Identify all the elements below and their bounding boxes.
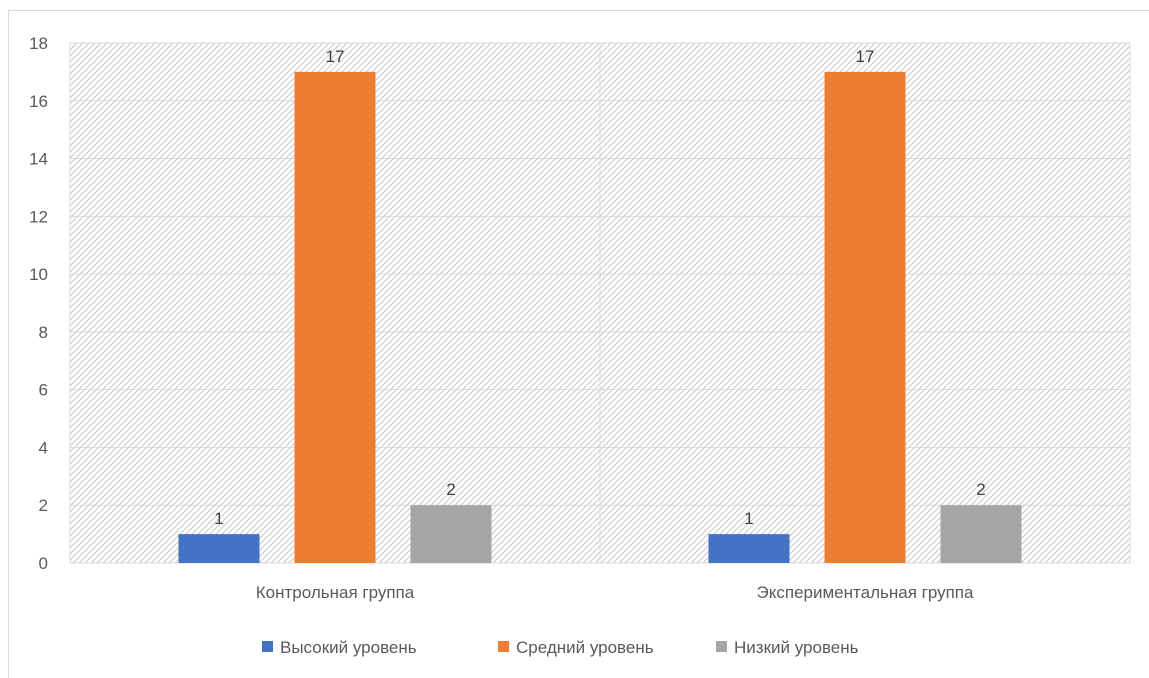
y-tick-label-8: 8 [39, 323, 48, 342]
legend-swatch-1 [498, 641, 509, 652]
y-tick-label-0: 0 [39, 554, 48, 573]
bar-0-0 [178, 534, 260, 563]
y-tick-label-6: 6 [39, 381, 48, 400]
data-label-0-1: 17 [326, 47, 345, 66]
y-tick-label-10: 10 [29, 265, 48, 284]
y-tick-label-14: 14 [29, 150, 48, 169]
data-label-0-0: 1 [214, 509, 223, 528]
legend-label-0: Высокий уровень [280, 638, 417, 657]
x-tick-label-1: Экспериментальная группа [757, 583, 974, 602]
x-axis: Контрольная группа Экспериментальная груп… [256, 583, 974, 602]
legend-swatch-0 [262, 641, 273, 652]
y-tick-label-4: 4 [39, 438, 48, 457]
y-tick-label-16: 16 [29, 92, 48, 111]
y-tick-label-12: 12 [29, 207, 48, 226]
data-label-1-2: 2 [976, 480, 985, 499]
bar-1-0 [708, 534, 790, 563]
data-labels: 1 17 2 1 17 2 [214, 47, 985, 528]
legend-label-2: Низкий уровень [734, 638, 859, 657]
legend-swatch-2 [716, 641, 727, 652]
legend-label-1: Средний уровень [516, 638, 654, 657]
data-label-1-0: 1 [744, 509, 753, 528]
data-label-0-2: 2 [446, 480, 455, 499]
bar-0-1 [294, 71, 376, 563]
bar-0-2 [410, 505, 492, 563]
bar-1-2 [940, 505, 1022, 563]
bars [178, 71, 1022, 563]
y-tick-label-2: 2 [39, 496, 48, 515]
chart-frame [8, 10, 1149, 678]
data-label-1-1: 17 [856, 47, 875, 66]
bar-1-1 [824, 71, 906, 563]
x-tick-label-0: Контрольная группа [256, 583, 415, 602]
legend: Высокий уровень Средний уровень Низкий уро… [262, 638, 859, 657]
y-tick-label-18: 18 [29, 34, 48, 53]
y-axis: 0 2 4 6 8 10 12 14 16 18 [29, 34, 48, 573]
